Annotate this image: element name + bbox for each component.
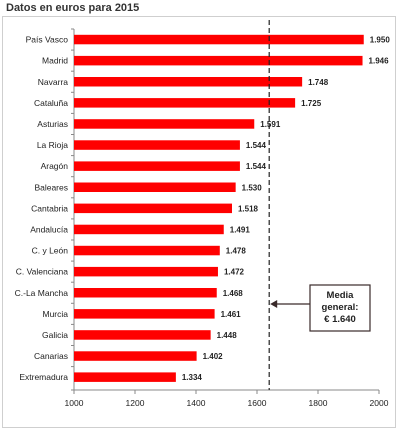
value-label: 1.544 [246,162,267,171]
bar [74,98,296,108]
bar [74,266,218,277]
bar [74,309,215,319]
mean-callout-box [309,284,371,332]
category-label: Andalucía [30,224,68,234]
x-tick-label: 1000 [65,398,84,408]
mean-callout-arrowhead [270,300,278,308]
category-label: C. Valenciana [16,267,69,277]
value-label: 1.544 [246,141,267,150]
bar [74,351,197,361]
mean-callout-text: Media [327,290,355,301]
value-label: 1.946 [369,57,390,66]
value-label: 1.334 [182,373,203,382]
value-label: 1.491 [230,225,251,234]
category-label: C. y León [32,246,69,256]
bar [74,288,217,298]
x-tick-label: 1400 [187,398,206,408]
value-label: 1.950 [370,36,391,45]
category-label: Navarra [38,77,69,87]
value-label: 1.472 [224,268,245,277]
value-label: 1.461 [221,310,242,319]
bar [74,372,176,382]
category-label: País Vasco [26,35,69,45]
category-label: La Rioja [37,140,68,150]
category-label: Asturias [37,119,68,129]
category-label: Madrid [42,56,68,66]
category-label: Canarias [34,351,68,361]
value-label: 1.518 [238,204,259,213]
value-label: 1.448 [217,331,238,340]
x-tick-label: 1600 [248,398,267,408]
x-tick-label: 1800 [309,398,328,408]
bar [74,119,255,129]
category-label: C.-La Mancha [15,288,69,298]
bar [74,77,303,87]
category-label: Cataluña [34,98,68,108]
value-label: 1.530 [242,183,263,192]
bar [74,224,224,235]
bar [74,245,220,256]
x-tick-label: 1200 [126,398,145,408]
mean-callout-text: general: [322,302,359,313]
value-label: 1.478 [226,247,247,256]
category-label: Baleares [34,182,68,192]
bar [74,55,363,66]
category-label: Extremadura [19,372,68,382]
bar [74,203,232,214]
bar [74,140,240,150]
mean-callout-text: € 1.640 [324,314,356,325]
chart-frame [2,16,396,428]
bar [74,161,240,171]
category-label: Cantabria [31,203,68,213]
bar [74,182,236,192]
value-label: 1.725 [301,99,322,108]
category-label: Aragón [41,161,69,171]
bar [74,330,211,340]
chart-title: Datos en euros para 2015 [6,2,140,14]
value-label: 1.402 [203,352,224,361]
value-label: 1.468 [223,289,244,298]
category-label: Murcia [42,309,68,319]
category-label: Galicia [42,330,68,340]
value-label: 1.591 [260,120,281,129]
value-label: 1.748 [308,78,329,87]
bar [74,34,364,45]
x-tick-label: 2000 [370,398,389,408]
